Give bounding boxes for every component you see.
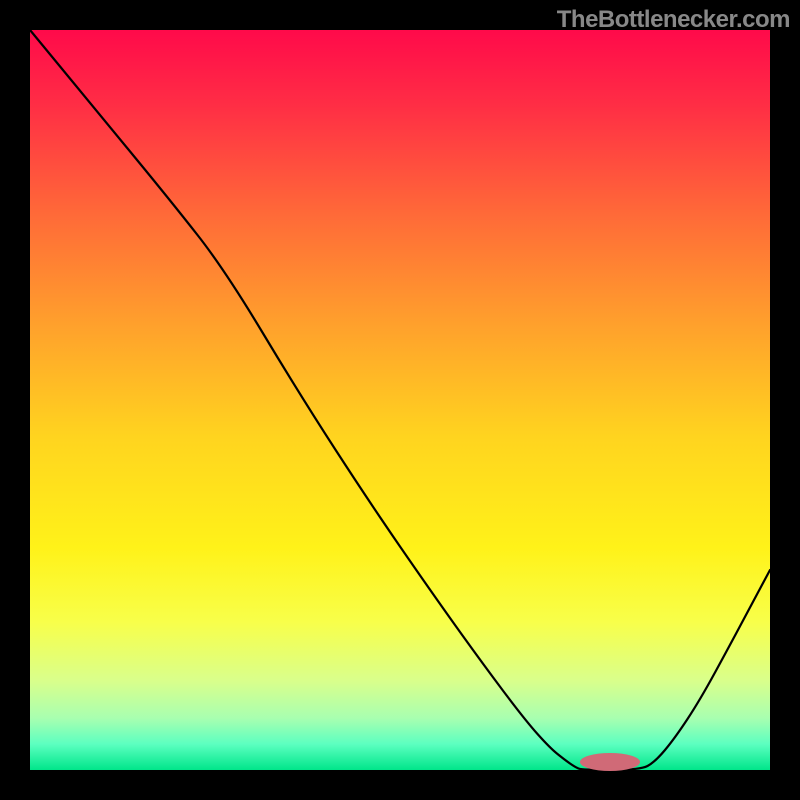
plot-area	[30, 30, 770, 770]
chart-canvas: TheBottlenecker.com	[0, 0, 800, 800]
chart-svg	[0, 0, 800, 800]
optimal-marker	[580, 753, 640, 771]
watermark: TheBottlenecker.com	[557, 6, 790, 34]
